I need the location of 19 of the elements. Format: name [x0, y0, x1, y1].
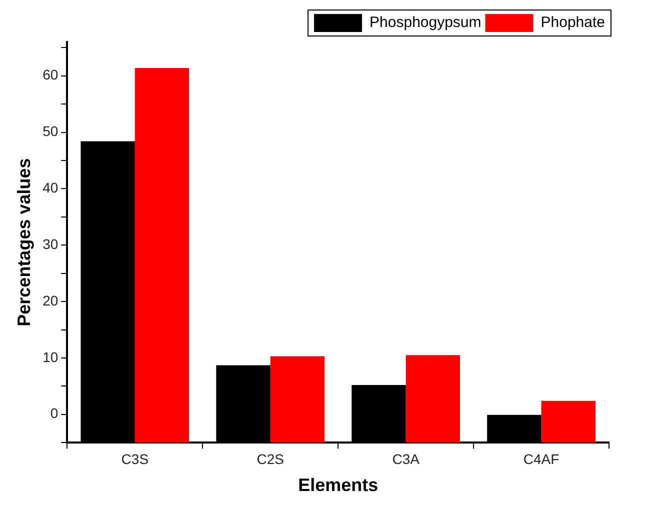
y-tick-label: 30	[42, 236, 58, 252]
bar	[270, 356, 325, 443]
y-tick-label: 0	[50, 405, 58, 422]
y-tick-label: 20	[42, 292, 58, 308]
y-tick-label: 10	[42, 348, 58, 365]
legend-label: Phophate	[540, 14, 606, 32]
bar	[406, 355, 460, 443]
y-tick-label: 40	[42, 180, 58, 196]
legend-label: Phosphogypsum	[370, 14, 482, 32]
x-tick-label: C3A	[392, 450, 420, 467]
x-tick-label: C4AF	[523, 450, 560, 467]
x-tick-label: C3S	[121, 450, 149, 467]
bar	[541, 400, 596, 443]
y-tick-label: 50	[42, 123, 58, 140]
bar	[134, 68, 190, 443]
x-tick-label: C2S	[256, 450, 284, 467]
y-tick-label: 60	[42, 66, 58, 83]
x-axis-title: Elements	[298, 475, 378, 496]
y-axis-title: Percentages values	[14, 158, 34, 326]
